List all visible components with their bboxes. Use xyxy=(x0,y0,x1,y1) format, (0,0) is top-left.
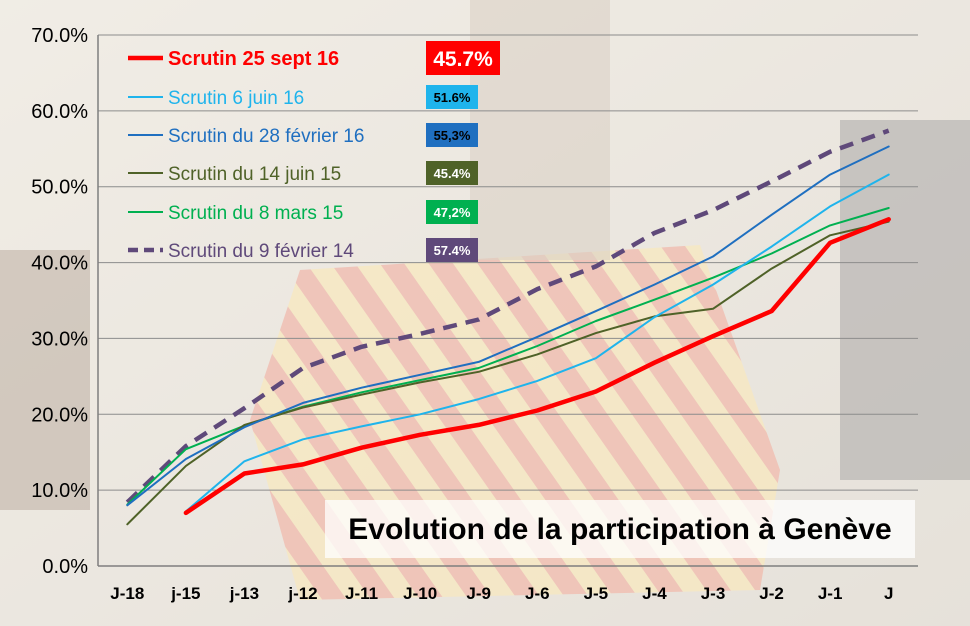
legend-label: Scrutin du 14 juin 15 xyxy=(168,164,341,185)
x-tick-label: J-6 xyxy=(525,584,550,603)
legend-badge xyxy=(426,85,478,109)
legend-label: Scrutin du 9 février 14 xyxy=(168,241,354,262)
legend-badge xyxy=(426,123,478,147)
x-tick-label: J-4 xyxy=(642,584,667,603)
x-tick-label: j-12 xyxy=(287,584,317,603)
series-line xyxy=(183,217,891,516)
x-tick-label: J-9 xyxy=(466,584,491,603)
y-tick-label: 70.0% xyxy=(31,25,88,47)
x-tick-label: J-10 xyxy=(403,584,437,603)
series-line xyxy=(126,145,890,507)
x-tick-label: J-11 xyxy=(345,584,378,603)
legend-badge-value: 51.6% xyxy=(434,90,471,105)
chart-title-box: Evolution de la participation à Genève xyxy=(325,500,915,558)
y-tick-label: 10.0% xyxy=(31,480,88,502)
legend-label: Scrutin 6 juin 16 xyxy=(168,88,304,109)
legend-badge xyxy=(426,200,478,224)
x-tick-label: J xyxy=(884,584,893,603)
x-tick-label: J-1 xyxy=(818,584,843,603)
grid-lines xyxy=(98,34,918,491)
legend: Scrutin 25 sept 16 45.7% Scrutin 6 juin 16… xyxy=(128,41,500,262)
legend-badge-value: 57.4% xyxy=(434,243,471,258)
x-tick-label: J-18 xyxy=(110,584,144,603)
series-line xyxy=(184,173,890,513)
legend-badge xyxy=(426,161,478,185)
y-tick-label: 20.0% xyxy=(31,404,88,426)
series-lines xyxy=(125,128,891,526)
legend-label: Scrutin du 8 mars 15 xyxy=(168,203,343,224)
x-tick-label: j-15 xyxy=(170,584,200,603)
legend-badge-value: 55,3% xyxy=(434,128,471,143)
series-line xyxy=(126,220,890,526)
x-tick-label: j-13 xyxy=(229,584,259,603)
y-tick-label: 50.0% xyxy=(31,177,88,199)
x-tick-label: J-5 xyxy=(584,584,609,603)
x-tick-label: J-3 xyxy=(701,584,726,603)
chart-title: Evolution de la participation à Genève xyxy=(348,513,891,546)
legend-badge-value: 47,2% xyxy=(434,205,471,220)
legend-badge-value: 45.4% xyxy=(434,166,471,181)
series-line xyxy=(125,128,890,504)
legend-badge xyxy=(426,238,478,262)
y-tick-label: 0.0% xyxy=(42,556,88,578)
legend-badge xyxy=(426,41,500,75)
legend-label: Scrutin 25 sept 16 xyxy=(168,48,339,70)
y-tick-label: 30.0% xyxy=(31,328,88,350)
axes: 0.0% 10.0% 20.0% 30.0% 40.0% 50.0% 60.0% 70.0% J… xyxy=(31,25,918,603)
legend-badge-value: 45.7% xyxy=(433,48,493,71)
x-tick-label: J-2 xyxy=(759,584,784,603)
y-tick-label: 40.0% xyxy=(31,253,88,275)
legend-label: Scrutin du 28 février 16 xyxy=(168,126,364,147)
y-tick-label: 60.0% xyxy=(31,101,88,123)
